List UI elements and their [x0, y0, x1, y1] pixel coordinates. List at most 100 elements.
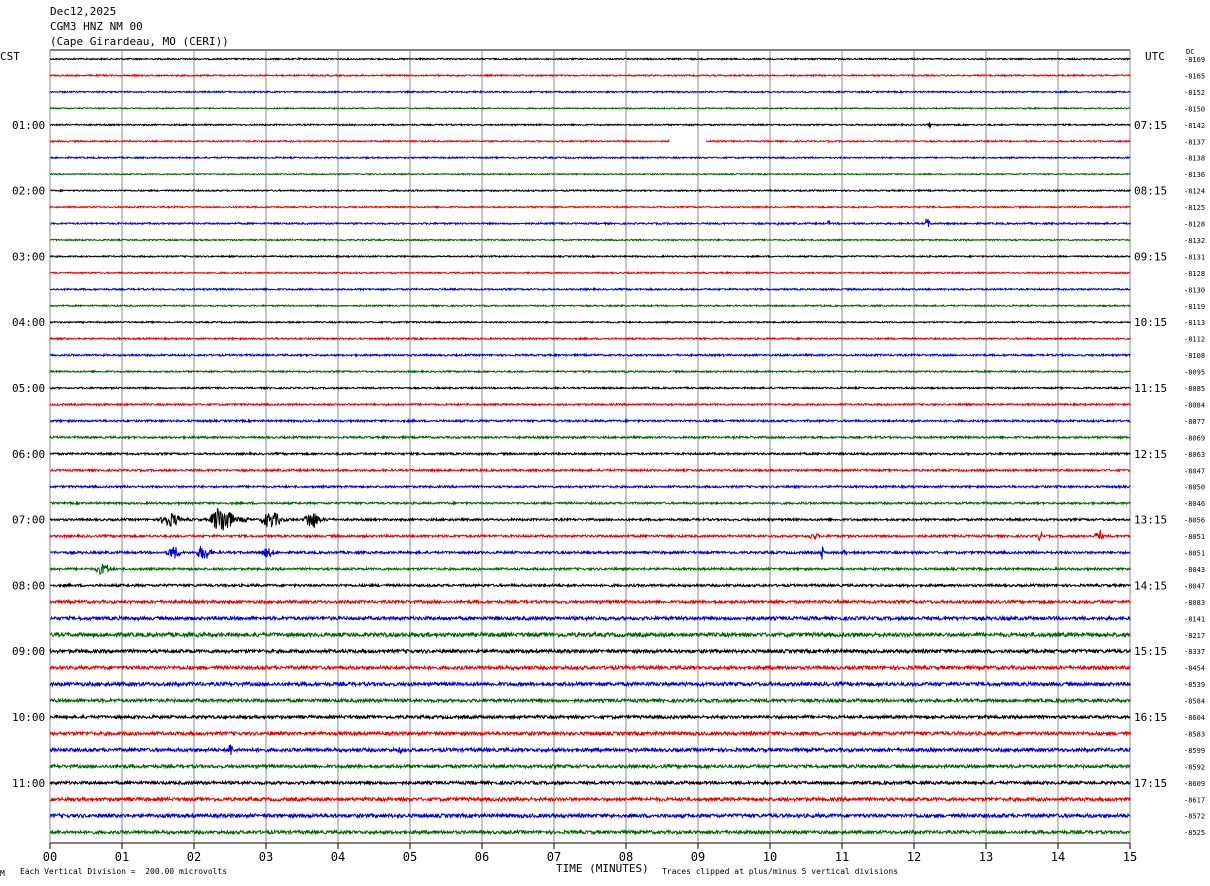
dc-offset-label: -8083 [1184, 599, 1205, 607]
dc-offset-label: -8584 [1184, 698, 1205, 706]
dc-offset-label: -8617 [1184, 796, 1205, 804]
dc-offset-label: -8063 [1184, 451, 1205, 459]
dc-offset-label: -8141 [1184, 615, 1205, 623]
trace-37 [49, 664, 1131, 672]
dc-offset-label: -8131 [1184, 253, 1205, 261]
x-tick-label-09: 09 [691, 850, 705, 864]
dc-offset-label: -8069 [1184, 434, 1205, 442]
trace-26 [49, 483, 1131, 490]
trace-33 [49, 598, 1131, 606]
hour-labels: 01:00 02:00 03:00 04:00 05:00 06:00 07:00 08:00… [12, 119, 1167, 790]
trace-40 [49, 713, 1131, 721]
trace-29 [49, 529, 1131, 542]
dc-offset-label: -8525 [1184, 829, 1205, 837]
dc-offset-label: -8583 [1184, 730, 1205, 738]
x-tick-label-02: 02 [187, 850, 201, 864]
dc-offset-label: -8043 [1184, 566, 1205, 574]
left-hour-label: 05:00 [12, 382, 45, 395]
dc-offset-label: -8136 [1184, 171, 1205, 179]
dc-offset-label: -8112 [1184, 336, 1205, 344]
time-gridlines [49, 49, 1131, 844]
x-tick-label-01: 01 [115, 850, 129, 864]
x-tick-label-04: 04 [331, 850, 345, 864]
dc-offset-label: -8113 [1184, 319, 1205, 327]
dc-offset-label: -8050 [1184, 484, 1205, 492]
trace-25 [49, 467, 1131, 474]
dc-offset-label: -8150 [1184, 105, 1205, 113]
dc-offset-label: -8125 [1184, 204, 1205, 212]
trace-15 [49, 303, 1131, 308]
right-hour-label: 12:15 [1134, 448, 1167, 461]
left-hour-label: 07:00 [12, 514, 45, 527]
dc-offset-label: -8609 [1184, 780, 1205, 788]
x-tick-label-10: 10 [763, 850, 777, 864]
trace-17 [49, 336, 1131, 341]
dc-offset-label: -8169 [1184, 56, 1205, 64]
left-hour-label: 10:00 [12, 711, 45, 724]
dc-offset-label: -8217 [1184, 632, 1205, 640]
trace-3 [49, 106, 1131, 111]
right-hour-label: 15:15 [1134, 645, 1167, 658]
corner-mark: M [0, 869, 5, 878]
dc-offset-label: -8138 [1184, 155, 1205, 163]
clip-note: Traces clipped at plus/minus 5 vertical … [662, 867, 899, 876]
trace-34 [49, 614, 1131, 622]
left-hour-label: 01:00 [12, 119, 45, 132]
trace-32 [49, 582, 1131, 589]
trace-1 [49, 73, 1131, 78]
trace-10 [49, 218, 1131, 227]
trace-43 [49, 762, 1131, 770]
trace-5 [49, 139, 1131, 144]
seismic-traces [49, 56, 1131, 836]
trace-41 [49, 729, 1131, 737]
dc-offset-label: -8056 [1184, 517, 1205, 525]
x-tick-label-08: 08 [619, 850, 633, 864]
dc-offset-label: -8142 [1184, 122, 1205, 130]
x-tick-label-11: 11 [835, 850, 849, 864]
dc-offset-label: -8084 [1184, 401, 1205, 409]
dc-offset-label: -8051 [1184, 550, 1205, 558]
dc-offset-label: -8132 [1184, 237, 1205, 245]
trace-22 [49, 418, 1131, 424]
right-hour-label: 13:15 [1134, 514, 1167, 527]
left-hour-label: 03:00 [12, 250, 45, 263]
trace-8 [49, 188, 1131, 193]
trace-46 [49, 811, 1131, 820]
trace-24 [49, 450, 1131, 457]
trace-23 [49, 434, 1131, 441]
dc-offset-label: -8599 [1184, 747, 1205, 755]
dc-offset-label: -8051 [1184, 533, 1205, 541]
x-axis-ticks: 00 01 02 03 04 05 06 07 08 09 10 11 12 13 14 15 [43, 843, 1137, 864]
trace-35 [49, 630, 1131, 639]
trace-19 [49, 369, 1131, 374]
trace-2 [49, 89, 1131, 95]
trace-7 [49, 172, 1131, 176]
trace-45 [49, 795, 1131, 803]
trace-36 [49, 647, 1131, 655]
header-location: (Cape Girardeau, MO (CERI)) [50, 35, 229, 48]
dc-offset-label: -8572 [1184, 813, 1205, 821]
left-hour-label: 08:00 [12, 579, 45, 592]
dc-offset-label: -8604 [1184, 714, 1205, 722]
x-tick-label-03: 03 [259, 850, 273, 864]
dc-offset-label: -8152 [1184, 89, 1205, 97]
dc-offset-label: -8108 [1184, 352, 1205, 360]
right-hour-label: 07:15 [1134, 119, 1167, 132]
dc-offset-label: -8047 [1184, 582, 1205, 590]
dc-offset-label: -8119 [1184, 303, 1205, 311]
dc-offset-label: -8337 [1184, 648, 1205, 656]
trace-6 [49, 155, 1131, 160]
dc-offset-label: -8047 [1184, 467, 1205, 475]
dc-label: DC [1186, 48, 1195, 56]
trace-20 [49, 385, 1131, 391]
x-tick-label-15: 15 [1123, 850, 1137, 864]
left-hour-label: 04:00 [12, 316, 45, 329]
trace-39 [49, 697, 1131, 705]
scale-note: Each Vertical Division = 200.00 microvol… [20, 867, 228, 876]
x-tick-label-05: 05 [403, 850, 417, 864]
x-tick-label-07: 07 [547, 850, 561, 864]
trace-9 [49, 205, 1131, 210]
trace-38 [49, 680, 1131, 688]
trace-11 [49, 237, 1131, 242]
trace-47 [49, 828, 1131, 836]
